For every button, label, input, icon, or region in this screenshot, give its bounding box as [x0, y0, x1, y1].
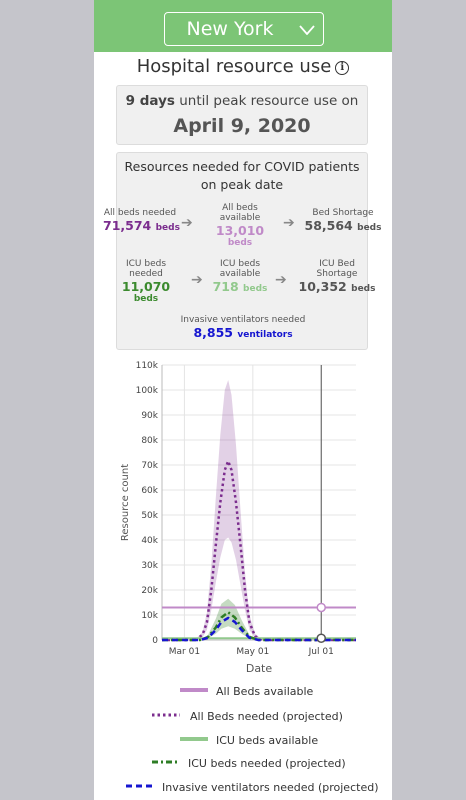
x-axis-label: Date: [246, 662, 273, 675]
peak-date: April 9, 2020: [173, 115, 311, 137]
legend-swatch: [180, 688, 208, 692]
ventilators-needed: Invasive ventilators needed 8,855 ventil…: [117, 315, 369, 340]
resource-chart: 0 10k 20k 30k 40k 50k 60k 70k 80k 90k 100k 110k Mar …: [94, 355, 392, 800]
ventilators-needed-value: 8,855 ventilators: [193, 325, 293, 340]
y-tick-label: 10k: [141, 611, 158, 621]
arrow-right-icon: ➔: [283, 215, 295, 231]
y-tick-label: 100k: [136, 386, 159, 396]
ventilators-needed-label: Invasive ventilators needed: [180, 315, 306, 325]
series-line: [162, 616, 356, 642]
all-beds-needed: All beds needed 71,574 beds: [103, 208, 180, 233]
peak-countdown: 9 days until peak resource use on: [117, 93, 367, 109]
y-tick-label: 0: [152, 636, 158, 646]
y-tick-label: 90k: [141, 411, 158, 421]
today-point: [316, 602, 326, 613]
confidence-band: [162, 380, 356, 640]
icu-bed-shortage-label: ICU Bed Shortage: [316, 259, 358, 279]
y-tick-label: 20k: [141, 586, 158, 596]
chevron-down-icon: [299, 25, 315, 35]
y-axis-label: Resource count: [120, 464, 131, 541]
x-tick-label: Jul 01: [308, 647, 334, 657]
icu-beds-needed: ICU beds needed 11,070 beds: [109, 259, 183, 304]
state-select-value: New York: [186, 18, 274, 40]
arrow-right-icon: ➔: [191, 272, 203, 288]
icu-beds-needed-label: ICU beds needed: [125, 259, 167, 279]
resources-needed-panel: Resources needed for COVID patients on p…: [103, 152, 381, 350]
legend-swatch: [180, 737, 208, 741]
all-beds-needed-value: 71,574 beds: [103, 218, 180, 233]
icu-beds-needed-value: 11,070 beds: [121, 279, 171, 304]
chart-svg: 0 10k 20k 30k 40k 50k 60k 70k 80k 90k 100k 110k Mar …: [120, 361, 356, 675]
all-beds-available: All beds available 13,010 beds: [205, 203, 275, 248]
section-title-text: Hospital resource use: [136, 56, 332, 77]
legend-item[interactable]: All Beds available: [94, 682, 392, 702]
bed-shortage-label: Bed Shortage: [312, 208, 374, 218]
y-tick-label: 70k: [141, 461, 158, 471]
legend-label: ICU beds needed (projected): [188, 757, 346, 770]
today-point: [316, 633, 326, 643]
arrow-right-icon: ➔: [181, 215, 193, 231]
all-beds-available-label: All beds available: [219, 203, 261, 223]
legend-item[interactable]: Invasive ventilators needed (projected): [94, 778, 392, 798]
x-tick-label: May 01: [236, 647, 269, 657]
peak-until-text: until peak resource use on: [179, 93, 359, 109]
all-beds-available-value: 13,010 beds: [215, 223, 265, 248]
legend-swatch: [152, 713, 180, 717]
legend-swatch: [152, 760, 180, 764]
peak-days: 9 days: [125, 93, 175, 109]
legend-item[interactable]: ICU beds available: [94, 731, 392, 751]
series-line: [162, 459, 356, 642]
arrow-right-icon: ➔: [275, 272, 287, 288]
resources-needed-title: Resources needed for COVID patients on p…: [124, 159, 360, 192]
all-beds-needed-label: All beds needed: [103, 208, 177, 218]
icu-beds-available-label: ICU beds available: [219, 259, 261, 279]
y-tick-label: 30k: [141, 561, 158, 571]
state-select[interactable]: New York: [164, 12, 324, 46]
icu-beds-available: ICU beds available 718 beds: [205, 259, 275, 294]
legend-label: Invasive ventilators needed (projected): [162, 781, 379, 794]
legend-item[interactable]: All Beds needed (projected): [94, 707, 392, 727]
x-tick-label: Mar 01: [169, 647, 200, 657]
info-icon[interactable]: i: [335, 61, 350, 75]
legend-swatch: [126, 784, 154, 788]
section-title: Hospital resource use i: [94, 56, 392, 77]
series-line: [162, 611, 356, 642]
y-tick-label: 50k: [141, 511, 158, 521]
y-tick-label: 40k: [141, 536, 158, 546]
y-tick-label: 80k: [141, 436, 158, 446]
bed-shortage: Bed Shortage 58,564 beds: [303, 208, 383, 233]
legend-item[interactable]: ICU beds needed (projected): [94, 754, 392, 774]
bed-shortage-value: 58,564 beds: [304, 218, 382, 233]
page: New York Hospital resource use i 9 days u…: [94, 0, 392, 800]
peak-summary: 9 days until peak resource use on April …: [116, 85, 368, 145]
y-tick-label: 110k: [136, 361, 159, 371]
icu-bed-shortage: ICU Bed Shortage 10,352 beds: [295, 259, 379, 294]
legend-label: ICU beds available: [216, 734, 319, 747]
legend-label: All Beds needed (projected): [190, 710, 343, 723]
icu-beds-available-value: 718 beds: [212, 279, 268, 294]
confidence-band: [162, 598, 356, 640]
header-bar: New York: [94, 0, 392, 52]
legend-label: All Beds available: [216, 685, 314, 698]
y-tick-label: 60k: [141, 486, 158, 496]
icu-bed-shortage-value: 10,352 beds: [298, 279, 376, 294]
